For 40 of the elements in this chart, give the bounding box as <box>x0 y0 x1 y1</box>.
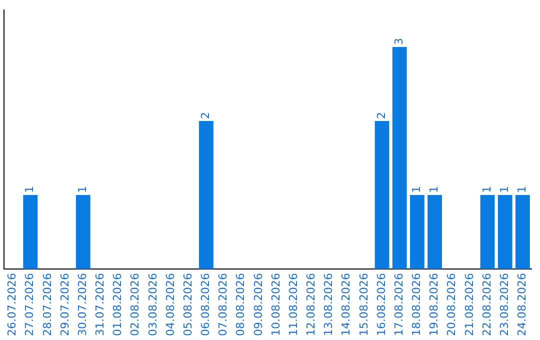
data-label: 1 <box>23 186 36 194</box>
data-label: 1 <box>410 186 424 194</box>
x-tick-label: 15.08.2026 <box>357 273 370 336</box>
data-label: 2 <box>199 112 212 120</box>
x-tick-label: 22.08.2026 <box>480 273 494 336</box>
x-tick-label: 21.08.2026 <box>462 273 476 336</box>
x-tick-label: 03.08.2026 <box>146 273 160 336</box>
data-label: 1 <box>516 186 529 194</box>
x-tick-label: 02.08.2026 <box>128 273 142 336</box>
x-tick-label: 20.08.2026 <box>445 273 458 336</box>
x-tick-label: 26.07.2026 <box>6 273 19 336</box>
x-tick-label: 16.08.2026 <box>374 273 388 336</box>
data-label: 1 <box>76 186 89 194</box>
x-tick-label: 11.08.2026 <box>286 273 300 336</box>
x-tick-label: 30.07.2026 <box>76 273 89 336</box>
x-tick-label: 29.07.2026 <box>58 273 72 336</box>
x-tick-label: 31.07.2026 <box>94 273 107 336</box>
x-tick-label: 12.08.2026 <box>304 273 318 336</box>
x-tick-label: 08.08.2026 <box>234 273 248 336</box>
x-tick-label: 23.08.2026 <box>498 273 511 336</box>
x-tick-label: 13.08.2026 <box>322 273 336 336</box>
data-label: 1 <box>428 186 441 194</box>
data-label: 3 <box>392 38 406 46</box>
x-tick-label: 07.08.2026 <box>216 273 230 336</box>
data-label: 1 <box>480 186 494 194</box>
x-tick-label: 14.08.2026 <box>340 273 353 336</box>
x-tick-label: 28.07.2026 <box>40 273 54 336</box>
x-tick-label: 10.08.2026 <box>269 273 282 336</box>
x-tick-label: 27.07.2026 <box>23 273 36 336</box>
x-tick-label: 17.08.2026 <box>392 273 406 336</box>
x-tick-label: 05.08.2026 <box>181 273 194 336</box>
x-tick-label: 01.08.2026 <box>111 273 124 336</box>
x-tick-label: 19.08.2026 <box>428 273 441 336</box>
x-tick-label: 24.08.2026 <box>516 273 529 336</box>
x-tick-label: 04.08.2026 <box>164 273 177 336</box>
x-tick-label: 09.08.2026 <box>252 273 265 336</box>
x-tick-label: 18.08.2026 <box>410 273 424 336</box>
x-tick-label: 06.08.2026 <box>199 273 212 336</box>
data-label: 1 <box>498 186 511 194</box>
data-label: 2 <box>374 112 388 120</box>
